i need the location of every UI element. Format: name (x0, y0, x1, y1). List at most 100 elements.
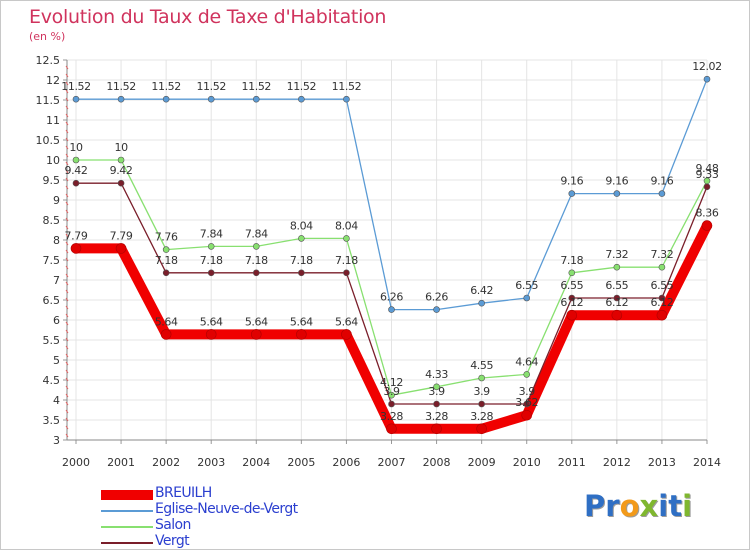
data-point (298, 95, 305, 103)
data-label: 6.55 (515, 279, 538, 292)
data-point (252, 243, 260, 250)
data-point (72, 95, 80, 103)
data-label: 7.79 (110, 229, 133, 242)
axis-dash (65, 233, 69, 238)
axis-dash (65, 225, 69, 230)
data-label: 9.48 (696, 162, 719, 175)
y-tick-label: 12 (46, 74, 60, 87)
data-point (162, 246, 170, 253)
y-tick-label: 4.5 (43, 374, 61, 387)
y-tick-label: 10 (46, 154, 60, 167)
axis-dash (65, 361, 69, 366)
data-label: 6.42 (470, 284, 493, 297)
data-point (703, 177, 711, 185)
data-label: 4.64 (515, 355, 538, 368)
axis-dash (65, 161, 69, 166)
x-tick-label: 2009 (468, 456, 496, 469)
axis-dash (65, 241, 69, 246)
y-tick-label: 9 (53, 194, 60, 207)
legend-swatch (101, 490, 153, 500)
axis-dash (65, 313, 69, 318)
data-label: 3.9 (428, 385, 445, 398)
y-tick-label: 9.5 (43, 174, 61, 187)
x-tick-label: 2006 (332, 456, 360, 469)
axis-dash (65, 81, 69, 86)
y-tick-label: 7.5 (43, 254, 61, 267)
data-label: 6.12 (650, 296, 673, 309)
axis-dash (65, 433, 69, 438)
axis-dash (65, 89, 69, 94)
axis-dash (65, 289, 69, 294)
logo-letter: P (584, 489, 606, 523)
axis-dash (65, 369, 69, 374)
axis-dash (65, 281, 69, 286)
data-point (568, 190, 576, 197)
data-label: 7.18 (155, 254, 178, 267)
data-point (613, 190, 621, 197)
data-point (205, 329, 217, 340)
data-label: 4.33 (425, 368, 448, 381)
axis-dash (65, 257, 69, 262)
data-point (207, 269, 215, 277)
data-point (566, 309, 578, 321)
axis-dash (65, 345, 69, 350)
y-tick-label: 5.5 (43, 334, 61, 347)
axis-dash (65, 201, 69, 206)
legend-label: Salon (155, 517, 191, 533)
x-tick-label: 2003 (197, 456, 225, 469)
axis-dash (65, 321, 69, 326)
axis-dash (65, 105, 69, 110)
legend-label: Eglise-Neuve-de-Vergt (155, 501, 298, 517)
data-label: 9.33 (696, 168, 719, 181)
logo-letter: t (668, 489, 683, 523)
data-label: 9.42 (65, 164, 88, 177)
proxiti-logo: Proxiti (584, 489, 692, 523)
y-tick-label: 8 (53, 234, 60, 247)
data-point (703, 75, 711, 83)
data-point (568, 269, 576, 277)
data-point (252, 269, 260, 277)
y-tick-label: 3 (53, 434, 60, 447)
data-point (117, 95, 125, 103)
axis-dash (65, 145, 69, 150)
data-point (343, 235, 350, 242)
data-label: 5.64 (335, 315, 358, 328)
data-point (433, 306, 440, 313)
axis-dash (65, 425, 69, 430)
x-tick-label: 2013 (648, 456, 676, 469)
data-label: 11.52 (242, 80, 272, 93)
axis-dash (65, 169, 69, 174)
x-tick-label: 2014 (693, 456, 721, 469)
y-tick-label: 4 (53, 394, 60, 407)
data-point (162, 269, 170, 277)
axis-dash (65, 249, 69, 254)
data-point (523, 371, 531, 378)
data-label: 9.42 (110, 164, 133, 177)
data-label: 11.52 (61, 80, 91, 93)
data-point (613, 294, 621, 302)
data-label: 6.12 (560, 296, 583, 309)
data-point (388, 400, 395, 408)
data-point (298, 235, 305, 242)
axis-dash (65, 393, 69, 398)
data-label: 10 (69, 141, 83, 154)
data-label: 6.55 (560, 279, 583, 292)
axis-dash (65, 73, 69, 78)
y-tick-label: 11 (46, 114, 60, 127)
y-tick-label: 10.5 (36, 134, 61, 147)
x-tick-label: 2007 (378, 456, 406, 469)
y-tick-label: 6 (53, 314, 60, 327)
axis-dash (65, 129, 69, 134)
axis-dash (65, 329, 69, 334)
data-point (296, 329, 307, 340)
data-point (431, 423, 442, 435)
x-tick-label: 2005 (287, 456, 315, 469)
data-label: 8.04 (335, 219, 358, 232)
logo-letter: r (605, 489, 620, 523)
y-tick-label: 11.5 (36, 94, 61, 107)
y-tick-label: 7 (53, 274, 60, 287)
data-point (478, 374, 485, 382)
data-label: 6.26 (380, 291, 403, 304)
data-label: 6.55 (650, 279, 673, 292)
